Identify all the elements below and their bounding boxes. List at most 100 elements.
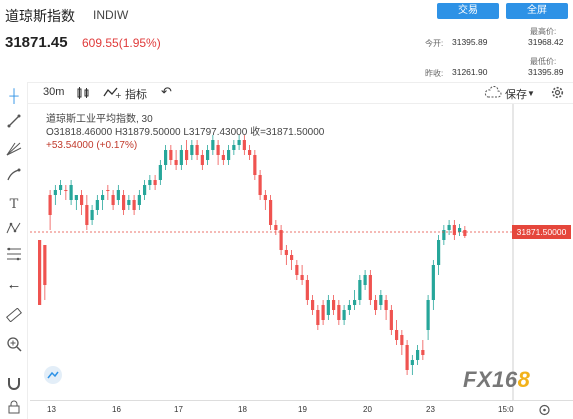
ruler-icon[interactable] (4, 307, 24, 328)
zoom-in-icon[interactable] (4, 336, 24, 356)
cloud-save-icon[interactable] (484, 86, 502, 101)
interval-selector[interactable]: 30m (43, 86, 65, 98)
candle-body (290, 255, 294, 260)
time-zone-icon[interactable] (538, 403, 551, 419)
candle-body (227, 150, 231, 160)
candle-body (253, 155, 257, 175)
indicator-button[interactable]: 指标 (125, 89, 147, 101)
time-label: 20 (363, 405, 372, 414)
last-price: 31871.45 (5, 34, 68, 51)
candle-body (410, 360, 414, 365)
candle-body (421, 350, 425, 355)
candle-body (248, 150, 252, 155)
candle-body (347, 305, 351, 310)
candle-body (195, 145, 199, 155)
candle-body (153, 180, 157, 185)
candle-body (190, 145, 194, 155)
candle-body (395, 330, 399, 340)
candle-series (38, 135, 467, 375)
candle-body (127, 200, 131, 205)
candle-body (332, 300, 336, 310)
candle-body (237, 140, 241, 145)
magnet-icon[interactable] (4, 375, 24, 395)
candle-body (211, 140, 215, 150)
time-axis: 13 16 17 18 19 20 23 15:0 (30, 400, 573, 419)
candle-body (158, 165, 162, 180)
crosshair-tool-icon[interactable]: ┼ (9, 88, 19, 103)
candle-body (179, 150, 183, 165)
candle-body (405, 345, 409, 370)
candle-body (311, 300, 315, 310)
candle-body (295, 265, 299, 275)
brush-tool-icon[interactable] (4, 168, 24, 188)
candle-body (122, 195, 126, 210)
prev-close-label: 昨收: (425, 69, 444, 78)
save-button[interactable]: 保存 (505, 89, 527, 101)
back-arrow-icon[interactable]: ← (6, 276, 22, 293)
candle-body (284, 250, 288, 255)
candle-body (358, 280, 362, 300)
undo-icon[interactable]: ↶ (161, 84, 172, 99)
lock-icon[interactable] (4, 400, 24, 419)
chart-legend: 道琼斯工业平均指数, 30 O31818.46000 H31879.50000 … (46, 113, 324, 152)
candle-body (38, 240, 42, 305)
instrument-symbol: INDIW (93, 8, 129, 22)
candle-body (106, 190, 110, 191)
trend-line-icon[interactable] (4, 114, 24, 134)
candle-body (426, 300, 430, 330)
candle-body (400, 335, 404, 345)
time-label: 18 (238, 405, 247, 414)
legend-change: +53.54000 (+0.17%) (46, 140, 138, 151)
candle-body (447, 225, 451, 230)
candle-body (431, 265, 435, 300)
save-dropdown-icon[interactable]: ▼ (527, 89, 535, 98)
candle-body (95, 200, 99, 210)
indicator-icon[interactable]: + (103, 86, 122, 101)
candle-body (64, 190, 68, 191)
candle-body (200, 155, 204, 165)
candle-body (221, 155, 225, 160)
candle-body (206, 150, 210, 160)
instrument-name: 道琼斯指数 (5, 8, 75, 24)
low-value: 31395.89 (528, 67, 564, 77)
fib-tool-icon[interactable] (4, 247, 24, 267)
open-label: 今开: (425, 39, 444, 48)
legend-title: 道琼斯工业平均指数, 30 (46, 114, 153, 125)
open-value: 31395.89 (452, 37, 488, 47)
candle-body (442, 230, 446, 240)
settings-gear-icon[interactable] (551, 86, 564, 102)
current-price-tag: 31871.50000 (512, 225, 571, 239)
time-label: 15:0 (498, 405, 514, 414)
candle-body (416, 350, 420, 360)
candle-type-icon[interactable] (76, 86, 90, 103)
candle-body (374, 300, 378, 310)
pattern-tool-icon[interactable] (4, 221, 24, 241)
candle-body (368, 275, 372, 300)
candle-body (111, 195, 115, 205)
high-value: 31968.42 (528, 37, 564, 47)
candle-body (148, 180, 152, 185)
candle-body (90, 210, 94, 220)
candle-body (169, 150, 173, 160)
fork-tool-icon[interactable] (4, 142, 24, 162)
candle-body (274, 225, 278, 230)
candle-body (379, 295, 383, 305)
time-label: 19 (298, 405, 307, 414)
text-tool-icon[interactable]: T (9, 197, 19, 212)
candle-body (43, 245, 47, 285)
legend-ohlc: O31818.46000 H31879.50000 L31797.43000 收… (46, 127, 325, 138)
candle-body (353, 300, 357, 305)
candlestick-chart[interactable] (30, 104, 573, 400)
chart-snapshot-icon[interactable] (44, 366, 62, 384)
candle-body (69, 185, 73, 200)
candle-body (132, 200, 136, 210)
candle-body (326, 300, 330, 315)
candle-body (458, 228, 462, 232)
candle-body (101, 195, 105, 200)
candle-body (53, 190, 57, 195)
candle-body (85, 205, 89, 225)
fullscreen-button[interactable]: 全屏 (506, 3, 568, 19)
candle-body (232, 145, 236, 150)
trade-button[interactable]: 交易 (437, 3, 499, 19)
candle-body (116, 190, 120, 200)
